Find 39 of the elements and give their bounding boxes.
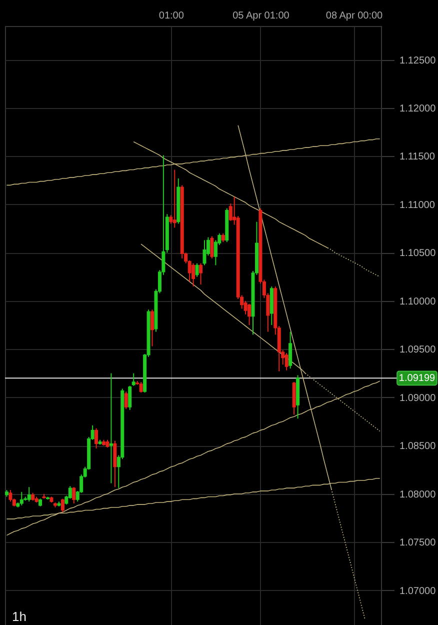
y-tick-label: 1.07000 [400,586,436,597]
annotation: 1h [12,609,26,624]
candlestick [124,391,128,410]
y-tick-label: 1.11000 [400,200,436,211]
candlestick [20,491,24,506]
y-tick-label: 1.08500 [400,441,436,452]
candlestick [248,303,252,326]
y-tick-label: 1.10500 [400,248,436,260]
candlestick [202,240,206,266]
x-tick-label: 05 Apr 01:00 [232,10,290,22]
candlestick [210,236,214,259]
candlestick [113,440,117,488]
candlestick [284,352,288,371]
y-tick-label: 1.09000 [400,392,436,404]
candlestick [195,262,199,278]
candlestick [60,498,64,513]
y-tick-label: 1.12500 [400,55,436,66]
candlestick [27,486,31,502]
y-tick-label: 1.11500 [400,152,436,163]
candlestick [172,169,176,228]
x-tick-label: 08 Apr 00:00 [326,10,384,22]
y-tick-label: 1.09500 [400,344,436,356]
candlestick [150,309,154,347]
candlestick [288,331,292,369]
candlestick [139,381,143,394]
candlestick [109,372,113,484]
y-tick-label: 1.07500 [400,538,436,549]
candlestick [94,428,98,450]
candlestick [8,489,12,502]
candlestick [199,262,203,286]
candlestick [128,385,132,410]
ref-line-label: 1.09199 [398,373,436,384]
candlestick [132,372,136,386]
y-tick-label: 1.08000 [400,489,436,500]
candlestick [72,486,76,504]
candlestick [192,262,196,287]
y-tick-label: 1.10000 [400,296,436,308]
x-tick-label: 01:00 [158,10,184,22]
y-tick-label: 1.12000 [400,103,436,114]
